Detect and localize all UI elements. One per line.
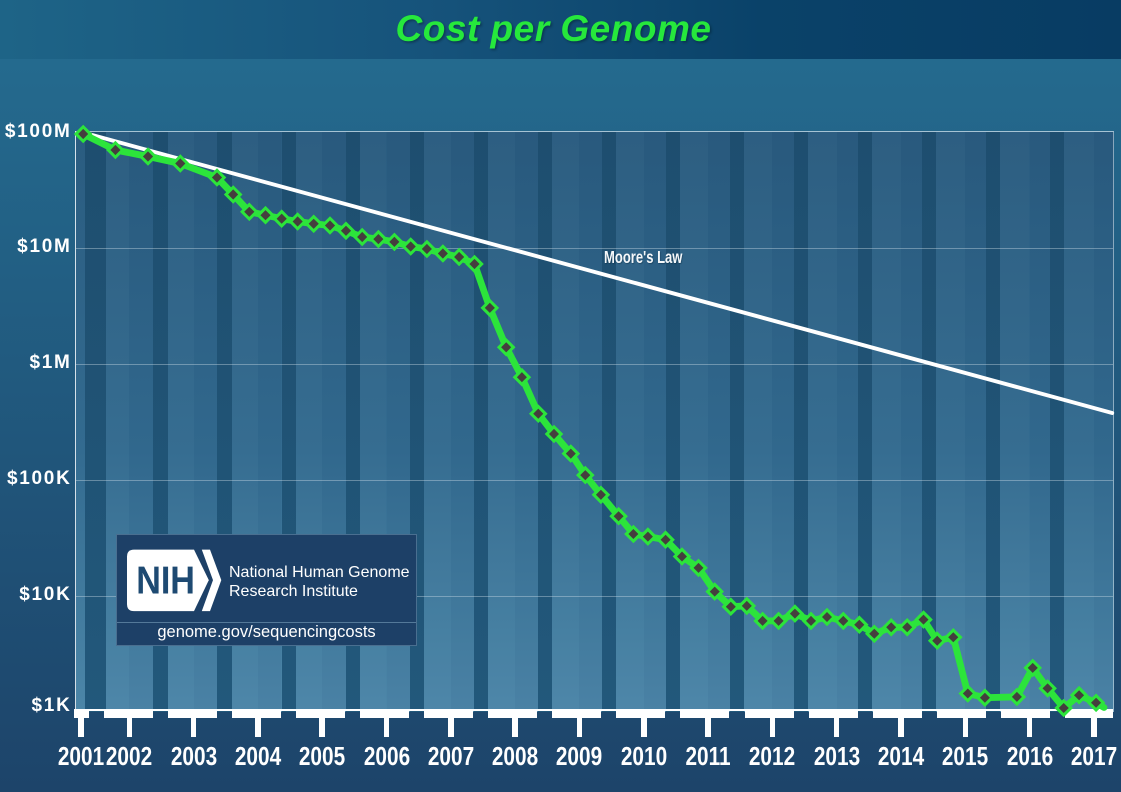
svg-text:NIH: NIH [136, 558, 195, 602]
